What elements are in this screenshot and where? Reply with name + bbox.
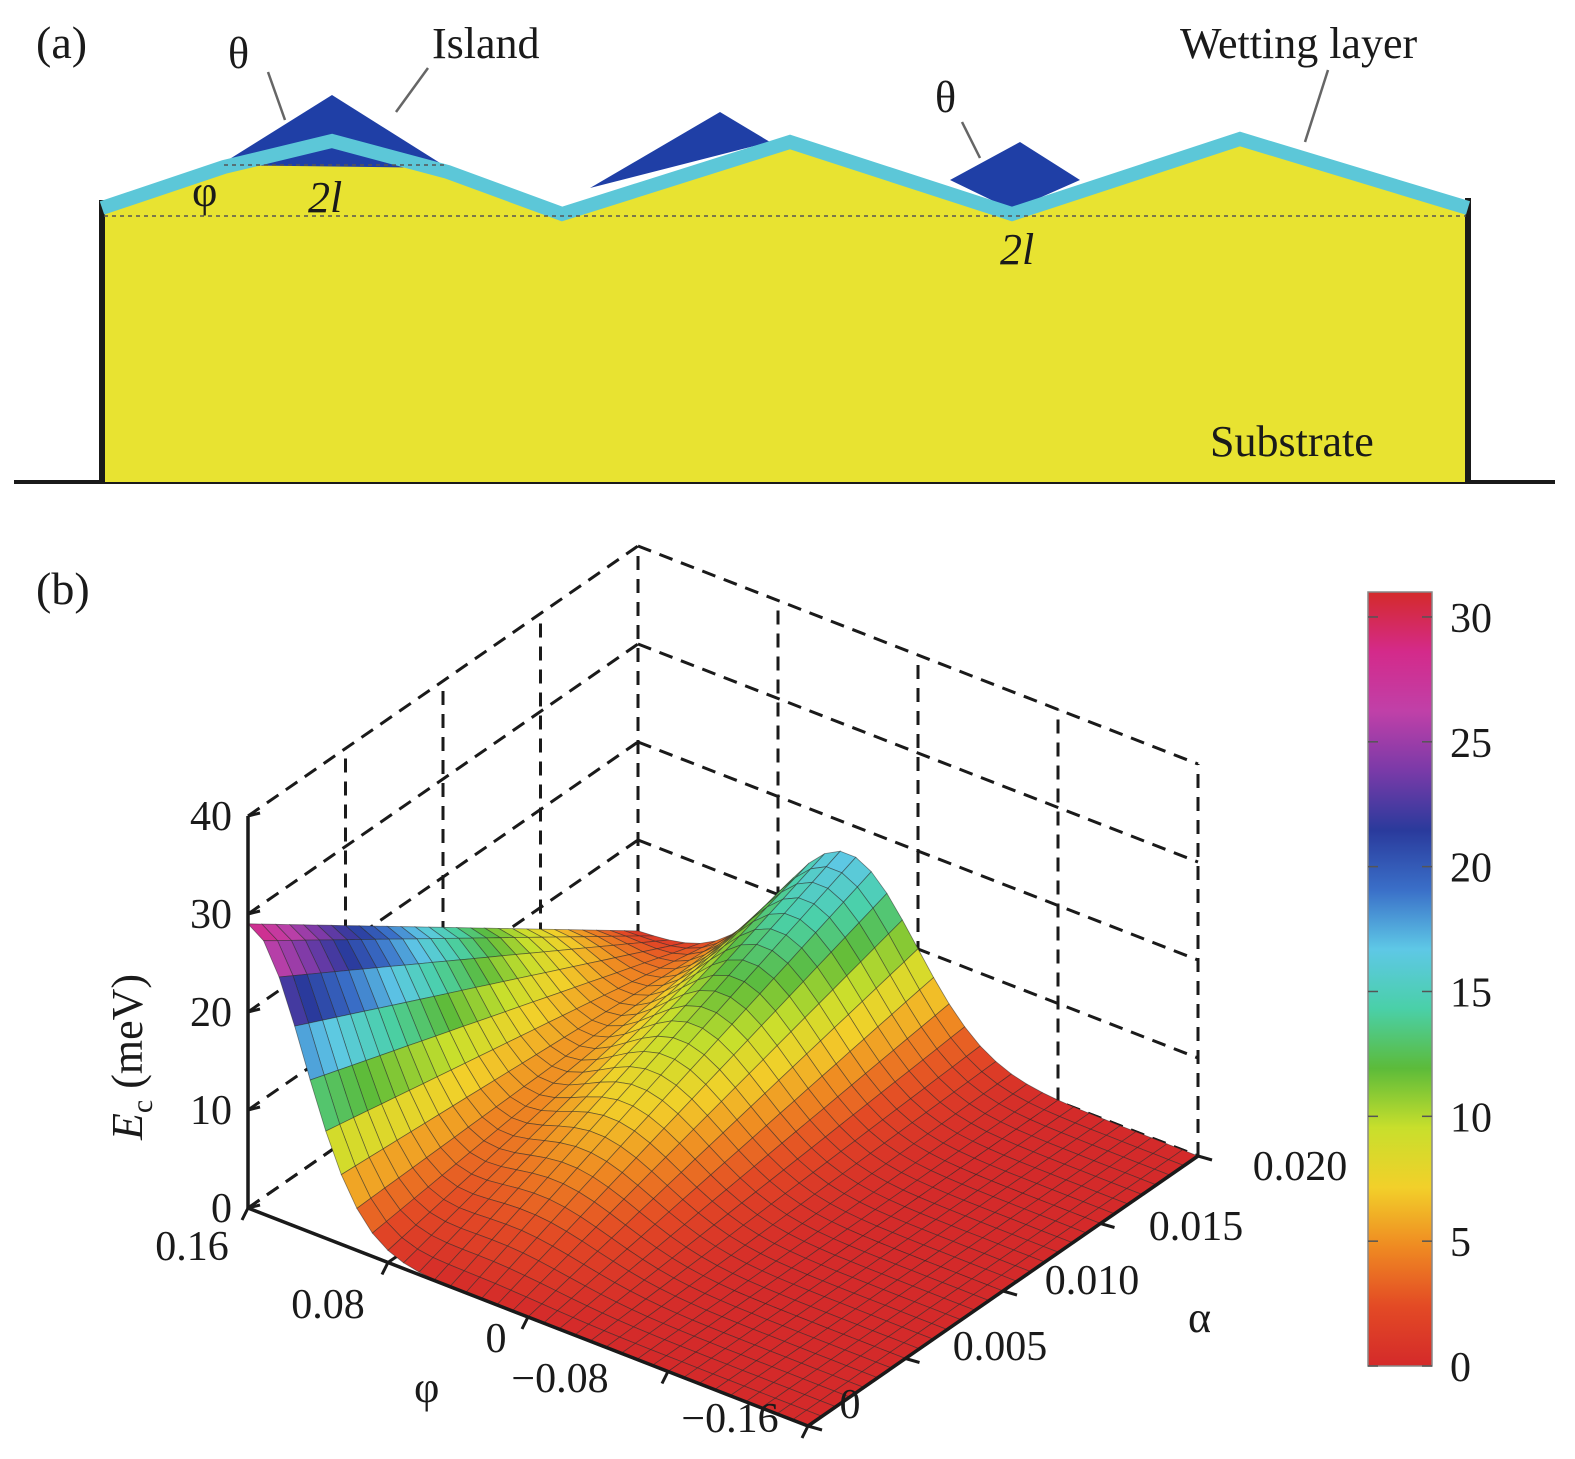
- phi-axis-title: φ: [414, 1363, 439, 1412]
- colorbar-tick-label: 25: [1450, 721, 1492, 767]
- alpha-tick-mark: [1002, 1289, 1018, 1297]
- z-tick-mark: [247, 1105, 261, 1112]
- z-axis-title-sub: c: [126, 1100, 159, 1113]
- colorbar: [1367, 591, 1433, 1367]
- z-tick-label: 10: [190, 1088, 232, 1134]
- phi-tick-mark: [520, 1316, 530, 1330]
- z-tick-mark: [247, 909, 261, 916]
- phi-label: φ: [192, 167, 217, 216]
- phi-tick-label: −0.16: [681, 1396, 778, 1442]
- colorbar-tick-label: 10: [1450, 1095, 1492, 1141]
- left-wall-horizontal: [247, 642, 639, 916]
- alpha-tick-mark: [905, 1357, 920, 1364]
- back-wall-horizontal: [637, 642, 1199, 864]
- z-axis-title-unit: (meV): [103, 974, 152, 1100]
- phi-tick-mark: [240, 1207, 250, 1221]
- z-tick-label: 30: [190, 892, 232, 938]
- energy-surface: [247, 850, 1199, 1427]
- theta-left-label: θ: [228, 29, 249, 78]
- alpha-tick-label: 0: [840, 1382, 861, 1428]
- panel-a-label: (a): [36, 17, 87, 68]
- back-wall-horizontal: [637, 740, 1199, 962]
- theta-left-leader: [266, 71, 287, 121]
- two-l-left-label: 2l: [308, 173, 342, 222]
- colorbar-ticks: 0 5 10 15 20 25 30: [1368, 596, 1492, 1391]
- island-label: Island: [432, 19, 540, 68]
- theta-right-label: θ: [935, 73, 956, 122]
- island-leader: [394, 67, 430, 113]
- substrate-body: [102, 135, 1468, 482]
- back-wall-horizontal: [637, 544, 1199, 766]
- colorbar-tick-label: 0: [1450, 1345, 1471, 1391]
- colorbar-tick-label: 30: [1450, 596, 1492, 642]
- island-2: [590, 112, 770, 188]
- theta-right-leader: [960, 121, 982, 159]
- island-3: [950, 142, 1080, 210]
- z-tick-label: 0: [211, 1186, 232, 1232]
- alpha-tick-label: 0.020: [1253, 1144, 1348, 1190]
- phi-tick-label: 0: [486, 1316, 507, 1362]
- z-tick-mark: [247, 1007, 261, 1014]
- colorbar-tick-label: 15: [1450, 970, 1492, 1016]
- panel-a: (a) θ Island θ Wetting layer φ 2l 2l Sub…: [14, 17, 1555, 484]
- alpha-tick-label: 0.010: [1045, 1258, 1140, 1304]
- panel-b-label: (b): [36, 563, 90, 614]
- left-wall-horizontal: [247, 544, 639, 818]
- phi-tick-mark: [660, 1370, 670, 1385]
- alpha-tick-mark: [1197, 1154, 1213, 1162]
- z-axis-title: Ec (meV): [103, 974, 159, 1141]
- phi-tick-label: 0.08: [291, 1282, 365, 1328]
- phi-tick-mark: [380, 1261, 390, 1276]
- z-axis-title-main: E: [103, 1113, 152, 1141]
- alpha-tick-mark: [1100, 1222, 1115, 1229]
- alpha-tick-mark: [807, 1424, 823, 1432]
- substrate-label: Substrate: [1210, 417, 1374, 466]
- wetting-layer: [99, 131, 1471, 222]
- two-l-right-label: 2l: [1000, 225, 1034, 274]
- wetting-layer-label: Wetting layer: [1180, 19, 1417, 68]
- z-tick-mark: [247, 811, 261, 818]
- phi-tick-label: 0.16: [155, 1224, 229, 1270]
- z-tick-mark: [247, 1203, 261, 1210]
- phi-tick-label: −0.08: [511, 1356, 608, 1402]
- phi-tick-mark: [800, 1425, 810, 1439]
- colorbar-tick-label: 5: [1450, 1220, 1471, 1266]
- alpha-tick-label: 0.005: [953, 1324, 1048, 1370]
- colorbar-tick-label: 20: [1450, 846, 1492, 892]
- z-tick-label: 40: [190, 794, 232, 840]
- wetting-layer-leader: [1303, 69, 1330, 143]
- alpha-axis-title: α: [1188, 1293, 1211, 1342]
- alpha-tick-label: 0.015: [1149, 1204, 1244, 1250]
- z-tick-label: 20: [190, 990, 232, 1036]
